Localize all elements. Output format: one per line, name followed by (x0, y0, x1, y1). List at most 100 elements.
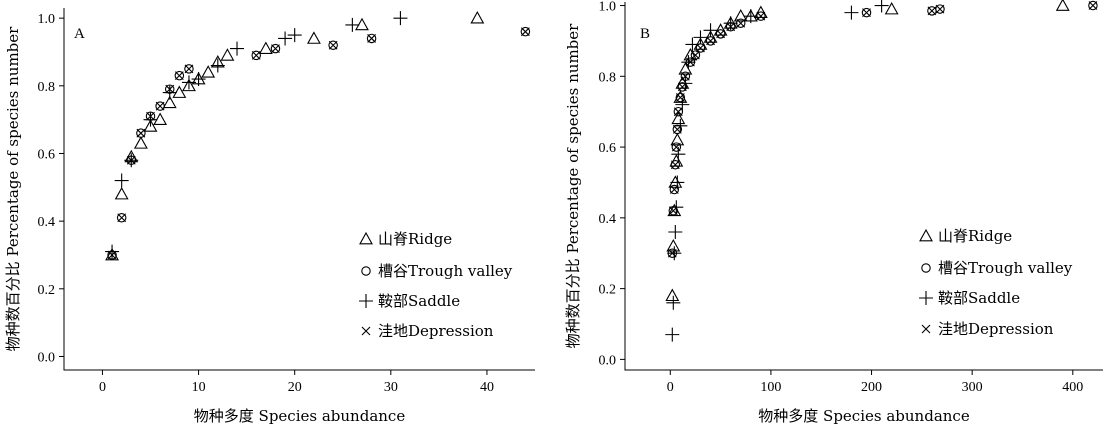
x-tick-label: 10 (192, 380, 206, 395)
data-point (270, 43, 281, 54)
data-point (723, 16, 738, 31)
data-point (669, 184, 680, 195)
y-axis-title: 物种数百分比 Percentage of species number (564, 23, 582, 348)
plot-frame (63, 8, 535, 371)
data-point (136, 128, 146, 138)
y-tick-label: 0.6 (599, 141, 617, 156)
data-point (306, 31, 321, 44)
data-point (230, 41, 245, 56)
x-tick-label: 0 (99, 380, 106, 395)
legend-marker-plus (919, 291, 933, 305)
data-point (668, 225, 683, 239)
y-tick-label: 0.6 (38, 147, 56, 162)
legend-marker-triangle (919, 228, 933, 242)
data-point (733, 9, 748, 22)
data-point (668, 175, 683, 188)
y-tick-label: 0.4 (38, 215, 56, 230)
legend: 山脊Ridge 槽谷Trough valley 鞍部Saddle 洼地Depressi… (919, 227, 1073, 338)
data-point (143, 119, 158, 132)
data-point (271, 44, 280, 53)
series-triangle (105, 11, 485, 261)
x-tick-label: 20 (288, 380, 302, 395)
data-point (155, 101, 165, 111)
y-tick-label: 0.2 (599, 283, 617, 298)
data-point (1088, 1, 1098, 10)
data-point (671, 142, 682, 152)
data-point (174, 70, 185, 81)
data-point (666, 239, 681, 252)
data-point (105, 244, 120, 259)
series-plus (105, 11, 408, 259)
data-point (107, 250, 117, 260)
data-point (210, 58, 225, 73)
data-point (520, 26, 531, 37)
series-x (667, 1, 1098, 258)
data-point (703, 23, 718, 38)
data-point (133, 136, 148, 149)
data-point (683, 47, 698, 61)
legend-marker-circle (921, 263, 931, 273)
data-point (703, 30, 718, 43)
legend-marker-x (921, 324, 931, 334)
legend-marker-plus (359, 294, 373, 308)
data-point (756, 11, 766, 21)
data-point (673, 106, 684, 117)
x-axis-title: 物种多度 Species abundance (758, 407, 970, 425)
data-point (669, 185, 679, 194)
data-point (693, 37, 708, 50)
data-point (680, 71, 690, 81)
data-point (884, 1, 899, 15)
data-point (672, 124, 682, 134)
y-tick-label: 0.8 (599, 70, 617, 85)
x-tick-label: 0 (667, 380, 674, 395)
data-point (165, 84, 175, 94)
legend-label: 鞍部Saddle (378, 292, 460, 310)
data-point (935, 4, 945, 14)
y-tick-label: 1.0 (38, 12, 56, 27)
legend-label: 洼地Depression (378, 322, 494, 340)
data-point (677, 82, 688, 92)
data-point (935, 4, 945, 14)
data-point (220, 48, 235, 61)
data-point (691, 50, 700, 60)
data-point (666, 295, 681, 310)
y-tick-label: 0.2 (38, 283, 56, 298)
data-point (844, 5, 859, 20)
data-point (155, 101, 165, 111)
data-point (258, 41, 273, 54)
data-point (668, 206, 678, 216)
y-tick-label: 0.0 (599, 353, 617, 368)
x-tick-label: 200 (861, 380, 882, 395)
data-point (713, 23, 728, 36)
data-point (670, 160, 680, 170)
data-point (667, 248, 677, 258)
data-point (675, 92, 686, 103)
data-point (673, 90, 688, 103)
legend-marker-x (361, 326, 371, 336)
data-point (726, 22, 736, 32)
data-point (706, 36, 715, 46)
chart-panel-a: 0 10 20 30 40 0.0 0.2 0.4 0.6 0.8 1.0 A 物种多度 Species… (4, 8, 535, 425)
plot-frame (624, 2, 1103, 371)
series-circle (107, 26, 531, 260)
data-point (672, 124, 683, 135)
y-tick-label: 0.4 (599, 212, 617, 227)
data-point (874, 0, 889, 13)
y-axis-title: 物种数百分比 Percentage of species number (4, 26, 22, 351)
series-x (107, 27, 530, 260)
data-point (184, 64, 194, 74)
data-point (116, 213, 127, 223)
data-point (927, 6, 937, 16)
data-point (153, 112, 168, 125)
data-point (105, 247, 119, 261)
data-point (355, 17, 369, 31)
data-point (251, 50, 261, 61)
data-point (328, 40, 338, 50)
legend-label: 山脊Ridge (378, 230, 452, 248)
data-point (366, 33, 377, 44)
data-point (665, 327, 680, 342)
data-point (668, 206, 679, 216)
data-point (670, 132, 685, 146)
x-tick-label: 30 (384, 380, 398, 395)
data-point (1055, 0, 1070, 11)
